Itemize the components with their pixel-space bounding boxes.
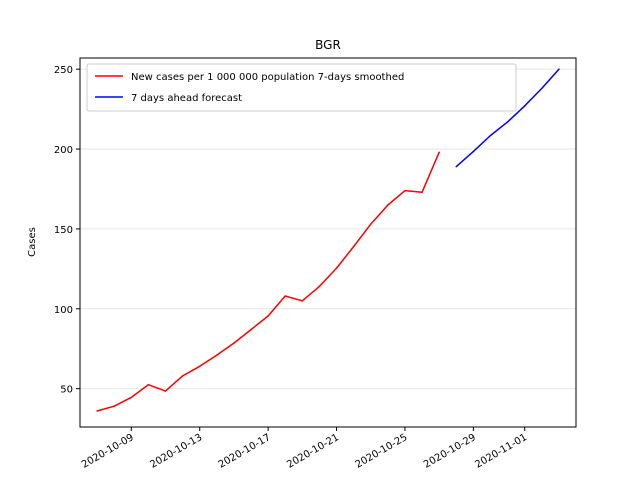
- data-point: [438, 151, 440, 153]
- y-axis-label: Cases: [27, 227, 38, 257]
- data-point: [284, 295, 286, 297]
- data-point: [267, 315, 269, 317]
- legend-box: [86, 63, 517, 112]
- data-point: [250, 328, 252, 331]
- y-axis: 50 100 150 200 250: [54, 65, 80, 396]
- data-point: [130, 396, 133, 399]
- data-point: [404, 189, 406, 192]
- legend-label-forecast: 7 days ahead forecast: [131, 93, 242, 104]
- data-point: [421, 191, 423, 193]
- legend-label-cases: New cases per 1 000 000 population 7-day…: [131, 72, 404, 83]
- grid-lines: [80, 68, 576, 390]
- data-point: [233, 342, 235, 344]
- data-point: [318, 285, 321, 288]
- data-point: [181, 375, 184, 377]
- data-point: [370, 223, 372, 225]
- y-tick-label: 250: [54, 65, 73, 76]
- data-point: [96, 410, 98, 412]
- data-point: [506, 121, 509, 123]
- data-point: [198, 365, 201, 368]
- data-point: [558, 68, 560, 70]
- series-lines: [96, 68, 560, 412]
- data-point: [472, 150, 475, 153]
- data-point: [489, 134, 492, 137]
- data-point: [301, 300, 304, 302]
- data-point: [541, 87, 543, 90]
- data-point: [523, 105, 526, 107]
- y-tick-label: 100: [54, 305, 73, 316]
- chart-title: BGR: [315, 38, 341, 52]
- data-point: [216, 354, 218, 356]
- data-point: [113, 405, 115, 407]
- y-tick-label: 200: [54, 145, 73, 156]
- y-tick-label: 50: [60, 385, 73, 396]
- data-point: [164, 390, 167, 392]
- data-point: [455, 165, 458, 168]
- legend: New cases per 1 000 000 population 7-day…: [86, 63, 517, 112]
- data-point: [387, 204, 389, 206]
- plot-frame: [79, 57, 577, 428]
- y-tick-label: 150: [54, 225, 73, 236]
- data-point: [335, 267, 338, 269]
- data-point: [352, 245, 355, 248]
- data-point: [147, 383, 150, 386]
